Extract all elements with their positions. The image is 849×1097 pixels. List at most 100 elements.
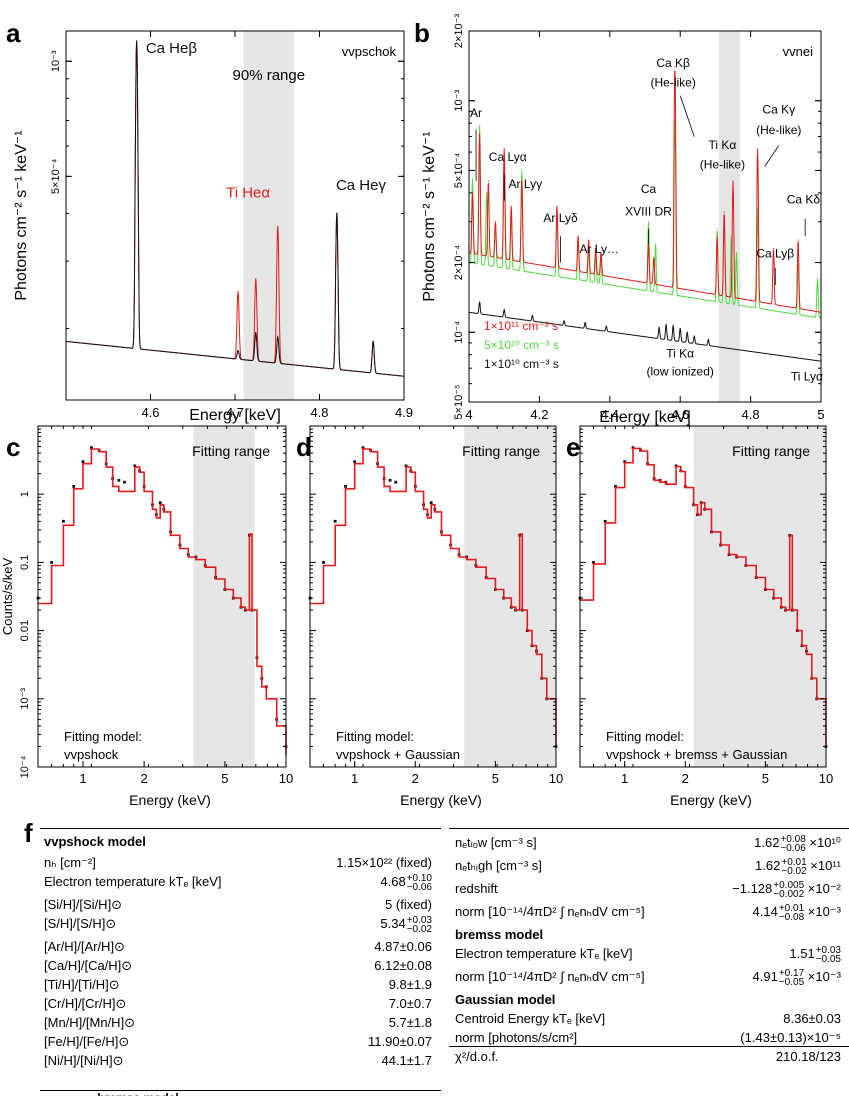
value-main: 5.34 bbox=[380, 916, 406, 931]
error-minus: −0.02 bbox=[406, 923, 432, 935]
x-tick-label: 4.7 bbox=[226, 405, 244, 420]
error-minus: −0.05 bbox=[778, 976, 805, 988]
parameter-label: [Si/H]/[Si/H]⊙ bbox=[44, 897, 123, 912]
parameter-row: [Cr/H]/[Cr/H]⊙ 7.0±0.7 bbox=[44, 995, 436, 1013]
y-tick-label: 10⁻⁴ bbox=[453, 321, 465, 344]
line-peak-red-9 bbox=[588, 239, 590, 241]
value-main: 4.87±0.06 bbox=[374, 939, 432, 954]
y-tick-label: 5×10⁻⁴ bbox=[50, 158, 62, 194]
value-main: 4.14 bbox=[752, 904, 778, 919]
x-tick-label: 1 bbox=[621, 771, 628, 786]
line-peak-green-13 bbox=[655, 243, 657, 245]
line-peak-red-11 bbox=[600, 252, 602, 254]
parameter-row: norm [photons/s/cm²] (1.43±0.13)×10⁻⁵ bbox=[455, 1029, 845, 1047]
x-axis-label: Energy (keV) bbox=[400, 792, 482, 808]
y-axis-label: Photons cm⁻² s⁻¹ keV⁻¹ bbox=[421, 131, 438, 301]
parameter-value: 4.14 +0.01 −0.08 ×10⁻³ bbox=[753, 903, 841, 922]
x-tick-label: 4.8 bbox=[310, 405, 328, 420]
annotation: (low ionized) bbox=[647, 365, 714, 379]
value-main: 8.36±0.03 bbox=[783, 1011, 841, 1026]
fitting-range-band bbox=[193, 426, 255, 767]
error-plus: +0.17 bbox=[778, 967, 805, 979]
line-peak-black-9 bbox=[679, 327, 681, 329]
data-point bbox=[133, 464, 137, 468]
annotation: Ca Kβ bbox=[656, 56, 690, 70]
value-main: −1.128 bbox=[732, 881, 773, 896]
x-tick-label: 2 bbox=[682, 771, 689, 786]
line-peak-red-1 bbox=[479, 133, 481, 135]
data-point bbox=[158, 501, 162, 505]
line-peak-red-17 bbox=[732, 180, 734, 182]
annotation-pointer bbox=[764, 145, 780, 167]
line-peak-green-6 bbox=[521, 169, 523, 171]
plot-frame bbox=[65, 30, 405, 401]
x-tick-label: 4.6 bbox=[671, 407, 689, 422]
parameter-label: χ²/d.o.f. bbox=[455, 1049, 499, 1064]
y-tick-label: 2×10⁻³ bbox=[453, 14, 465, 49]
series-line-black bbox=[65, 41, 404, 377]
series-line-red bbox=[468, 70, 822, 313]
panel-letter-f: f bbox=[24, 818, 33, 848]
value-error: +0.03 −0.02 bbox=[406, 914, 432, 935]
data-point bbox=[123, 480, 126, 484]
line-peak-black-12 bbox=[707, 339, 710, 341]
parameter-value: 4.91 +0.17 −0.05 ×10⁻³ bbox=[753, 968, 841, 987]
line-peak-black-0 bbox=[479, 301, 481, 303]
parameter-row: Centroid Energy kTₑ [keV] 8.36±0.03 bbox=[455, 1010, 845, 1028]
line-peak-red-0 bbox=[471, 192, 474, 194]
range-band bbox=[718, 31, 741, 402]
line-peak-green-1 bbox=[479, 125, 481, 127]
series-line-red bbox=[65, 41, 404, 377]
parameter-label: [Cr/H]/[Cr/H]⊙ bbox=[44, 996, 127, 1011]
line-peak-green-15 bbox=[716, 228, 718, 230]
line-peak-red-2 bbox=[255, 278, 257, 280]
range-band bbox=[243, 31, 295, 400]
clipped-next-title: ... bremss model bbox=[84, 1091, 179, 1096]
plot-frame bbox=[579, 425, 827, 768]
parameter-row: Electron temperature kTₑ [keV] 4.68 +0.10−… bbox=[44, 873, 436, 892]
plot-frame bbox=[37, 425, 287, 768]
table-top-rule-right bbox=[449, 828, 849, 829]
line-peak-red-13 bbox=[653, 257, 655, 259]
x-axis-label: Energy [keV] bbox=[189, 407, 281, 424]
line-peak-red-4 bbox=[503, 148, 505, 150]
error-plus: +0.03 bbox=[406, 914, 432, 926]
panel-c: 1 2 5 10 10⁻⁴ 10⁻³ 0.01 0.1 1 Counts/s/keV Fitting… bbox=[0, 425, 293, 808]
y-tick-label: 10⁻⁴ bbox=[19, 755, 31, 778]
value-error: +0.08 −0.06 bbox=[780, 834, 805, 853]
value-main: 1.15×10²² (fixed) bbox=[336, 855, 432, 870]
chi-square-row: χ²/d.o.f. 210.18/123 bbox=[449, 1046, 849, 1066]
parameter-row: [Ni/H]/[Ni/H]⊙ 44.1±1.7 bbox=[44, 1052, 436, 1070]
y-tick-label: 0.01 bbox=[19, 620, 31, 641]
annotation: Ca Kδ bbox=[787, 192, 821, 206]
y-tick-label: 10⁻³ bbox=[453, 90, 465, 112]
line-peak-black-0 bbox=[136, 40, 138, 42]
line-peak-green-17 bbox=[730, 235, 732, 237]
x-tick-label: 5 bbox=[817, 407, 824, 422]
data-point bbox=[429, 501, 433, 505]
line-peak-black-2 bbox=[531, 315, 534, 317]
model-line bbox=[580, 447, 827, 747]
data-point bbox=[361, 446, 365, 450]
x-tick-label: 5 bbox=[492, 771, 499, 786]
value-main: 4.91 bbox=[752, 969, 778, 984]
panel-letter-e: e bbox=[566, 432, 580, 462]
parameter-row: redshift −1.128 +0.005 −0.002 ×10⁻² bbox=[455, 880, 845, 899]
fitting-range-band bbox=[464, 426, 556, 767]
data-point bbox=[394, 480, 398, 484]
annotation: Ti Heα bbox=[226, 185, 270, 202]
fitting-model-label: vvpshock + bremss + Gaussian bbox=[606, 747, 787, 762]
annotation-pointer bbox=[679, 95, 695, 137]
error-minus: −0.02 bbox=[781, 865, 807, 877]
table-section-header: Gaussian model bbox=[455, 991, 845, 1009]
line-peak-black-10 bbox=[686, 331, 688, 333]
value-error: +0.005 −0.002 bbox=[773, 880, 804, 899]
error-plus: +0.01 bbox=[778, 902, 805, 914]
error-minus: −0.05 bbox=[815, 953, 841, 965]
line-peak-red-2 bbox=[487, 180, 489, 182]
line-peak-red-7 bbox=[556, 205, 558, 207]
value-exponent: ×10⁻³ bbox=[804, 969, 841, 984]
annotation: Ca Lyβ bbox=[756, 247, 794, 261]
annotation: Ca bbox=[641, 182, 657, 196]
parameter-value: 1.62 +0.01 −0.02 ×10¹¹ bbox=[755, 857, 841, 876]
